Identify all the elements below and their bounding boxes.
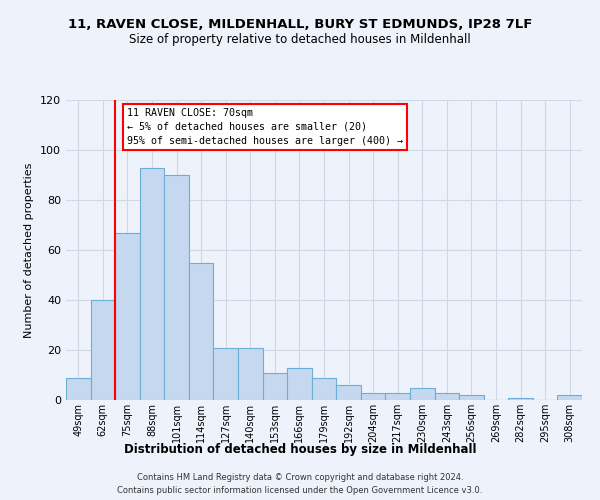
Bar bbox=[361, 392, 385, 400]
Bar bbox=[164, 175, 189, 400]
Bar bbox=[557, 395, 582, 400]
Bar bbox=[336, 385, 361, 400]
Bar bbox=[312, 378, 336, 400]
Text: 11, RAVEN CLOSE, MILDENHALL, BURY ST EDMUNDS, IP28 7LF: 11, RAVEN CLOSE, MILDENHALL, BURY ST EDM… bbox=[68, 18, 532, 30]
Bar bbox=[508, 398, 533, 400]
Bar bbox=[214, 348, 238, 400]
Text: Contains public sector information licensed under the Open Government Licence v3: Contains public sector information licen… bbox=[118, 486, 482, 495]
Bar bbox=[91, 300, 115, 400]
Bar bbox=[115, 232, 140, 400]
Bar bbox=[459, 395, 484, 400]
Bar bbox=[287, 368, 312, 400]
Y-axis label: Number of detached properties: Number of detached properties bbox=[25, 162, 34, 338]
Bar bbox=[385, 392, 410, 400]
Bar bbox=[434, 392, 459, 400]
Text: Contains HM Land Registry data © Crown copyright and database right 2024.: Contains HM Land Registry data © Crown c… bbox=[137, 472, 463, 482]
Bar bbox=[263, 372, 287, 400]
Text: 11 RAVEN CLOSE: 70sqm
← 5% of detached houses are smaller (20)
95% of semi-detac: 11 RAVEN CLOSE: 70sqm ← 5% of detached h… bbox=[127, 108, 403, 146]
Text: Size of property relative to detached houses in Mildenhall: Size of property relative to detached ho… bbox=[129, 32, 471, 46]
Bar bbox=[410, 388, 434, 400]
Bar bbox=[189, 262, 214, 400]
Bar bbox=[66, 378, 91, 400]
Bar bbox=[238, 348, 263, 400]
Text: Distribution of detached houses by size in Mildenhall: Distribution of detached houses by size … bbox=[124, 442, 476, 456]
Bar bbox=[140, 168, 164, 400]
